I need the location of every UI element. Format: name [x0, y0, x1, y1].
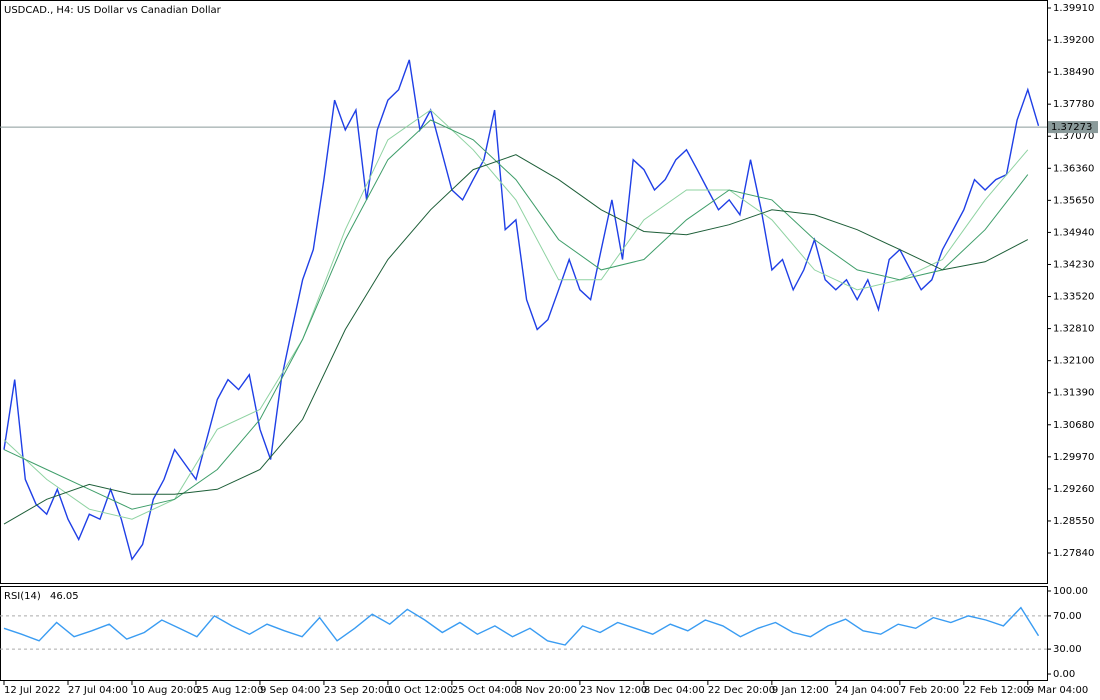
y-tick-label: 1.37780	[1053, 99, 1094, 110]
x-tick-label: 27 Jul 04:00	[68, 685, 128, 696]
y-tick-label: 1.39910	[1053, 3, 1094, 14]
y-tick-label: 1.29260	[1053, 484, 1094, 495]
rsi-title: RSI(14)	[4, 591, 41, 602]
x-tick-label: 9 Jan 12:00	[772, 685, 829, 696]
x-tick-label: 24 Jan 04:00	[836, 685, 899, 696]
y-tick-label: 1.36360	[1053, 163, 1094, 174]
y-tick-label: 1.35650	[1053, 195, 1094, 206]
y-tick-label: 0.00	[1053, 669, 1075, 680]
rsi-last: 46.05	[50, 591, 79, 602]
y-tick-label: 1.37070	[1053, 131, 1094, 142]
rsi-frame	[0, 586, 1048, 681]
y-tick-label: 70.00	[1053, 611, 1082, 622]
price-line	[3, 606, 1040, 646]
y-tick-label: 1.34230	[1053, 259, 1094, 270]
x-tick-label: 8 Dec 04:00	[644, 685, 705, 696]
x-tick-label: 7 Feb 20:00	[900, 685, 959, 696]
x-tick-label: 12 Jul 2022	[4, 685, 61, 696]
y-tick-label: 1.34940	[1053, 227, 1094, 238]
x-tick-label: 9 Mar 04:00	[1028, 685, 1088, 696]
price-line	[3, 59, 1040, 561]
y-tick-label: 1.27840	[1053, 548, 1094, 559]
last-price-box	[1048, 121, 1098, 134]
price-frame	[0, 0, 1048, 584]
x-tick-label: 8 Nov 20:00	[516, 685, 577, 696]
y-tick-label: 100.00	[1053, 586, 1088, 597]
y-tick-label: 1.33520	[1053, 292, 1094, 303]
y-tick-label: 30.00	[1053, 644, 1082, 655]
y-tick-label: 1.29970	[1053, 452, 1094, 463]
y-tick-label: 1.31390	[1053, 388, 1094, 399]
x-tick-label: 9 Sep 04:00	[260, 685, 320, 696]
y-tick-label: 1.39200	[1053, 35, 1094, 46]
y-tick-label: 1.32810	[1053, 324, 1094, 335]
series-line	[3, 119, 1029, 510]
x-tick-label: 25 Oct 04:00	[452, 685, 517, 696]
series-line	[3, 154, 1029, 525]
y-tick-label: 1.28550	[1053, 516, 1094, 527]
y-tick-label: 1.32100	[1053, 356, 1094, 367]
last-price-label: 1.37273	[1051, 122, 1092, 133]
y-tick-label: 1.38490	[1053, 67, 1094, 78]
x-tick-label: 23 Nov 12:00	[580, 685, 647, 696]
x-tick-label: 10 Oct 12:00	[388, 685, 453, 696]
x-tick-label: 23 Sep 20:00	[324, 685, 391, 696]
x-tick-label: 22 Dec 20:00	[708, 685, 775, 696]
x-tick-label: 25 Aug 12:00	[196, 685, 263, 696]
x-tick-label: 22 Feb 12:00	[964, 685, 1030, 696]
chart-title: USDCAD., H4: US Dollar vs Canadian Dolla…	[4, 5, 222, 16]
x-tick-label: 10 Aug 20:00	[132, 685, 199, 696]
y-tick-label: 1.30680	[1053, 420, 1094, 431]
